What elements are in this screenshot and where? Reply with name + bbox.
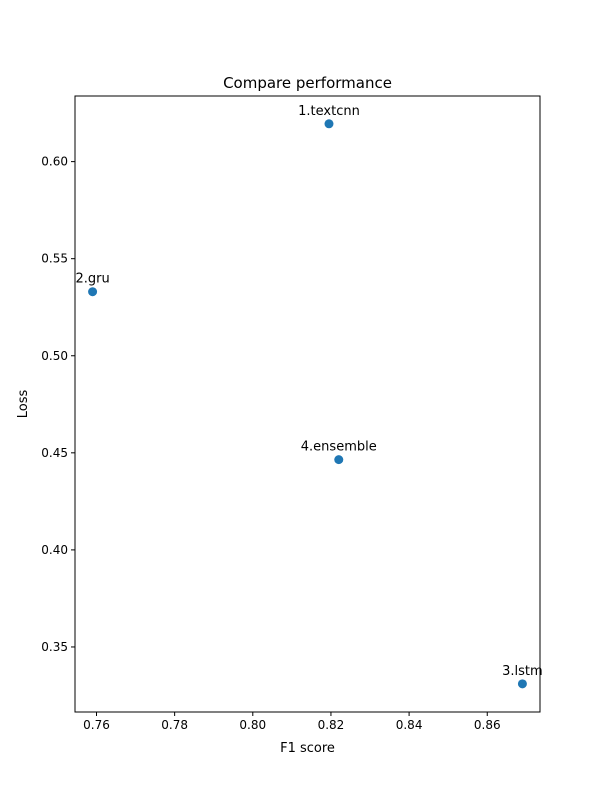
y-tick-label: 0.40 bbox=[41, 543, 68, 557]
data-point bbox=[88, 287, 98, 297]
y-tick-label: 0.50 bbox=[41, 349, 68, 363]
y-tick-label: 0.60 bbox=[41, 155, 68, 169]
plot-frame bbox=[74, 95, 541, 713]
x-tick-label: 0.84 bbox=[396, 718, 423, 732]
x-tick-label: 0.82 bbox=[318, 718, 345, 732]
y-tick-label: 0.55 bbox=[41, 252, 68, 266]
x-tick-label: 0.80 bbox=[239, 718, 266, 732]
x-tick-label: 0.86 bbox=[474, 718, 501, 732]
point-label: 1.textcnn bbox=[298, 104, 360, 119]
y-tick-label: 0.45 bbox=[41, 446, 68, 460]
data-point bbox=[324, 119, 334, 129]
y-axis-label: Loss bbox=[16, 390, 31, 419]
point-label: 2.gru bbox=[75, 272, 109, 287]
y-axis: 0.35 0.40 0.45 0.50 0.55 0.60 bbox=[41, 155, 75, 654]
x-tick-label: 0.76 bbox=[83, 718, 110, 732]
x-axis-label: F1 score bbox=[280, 741, 335, 756]
data-points: 1.textcnn 2.gru 3.lstm 4.ensemble bbox=[75, 104, 543, 689]
x-tick-label: 0.78 bbox=[161, 718, 188, 732]
point-label: 4.ensemble bbox=[301, 440, 377, 455]
point-label: 3.lstm bbox=[502, 664, 543, 679]
data-point bbox=[517, 679, 527, 689]
data-point bbox=[334, 455, 344, 465]
y-tick-label: 0.35 bbox=[41, 640, 68, 654]
x-axis: 0.76 0.78 0.80 0.82 0.84 0.86 bbox=[83, 712, 501, 732]
chart-title: Compare performance bbox=[223, 74, 392, 92]
